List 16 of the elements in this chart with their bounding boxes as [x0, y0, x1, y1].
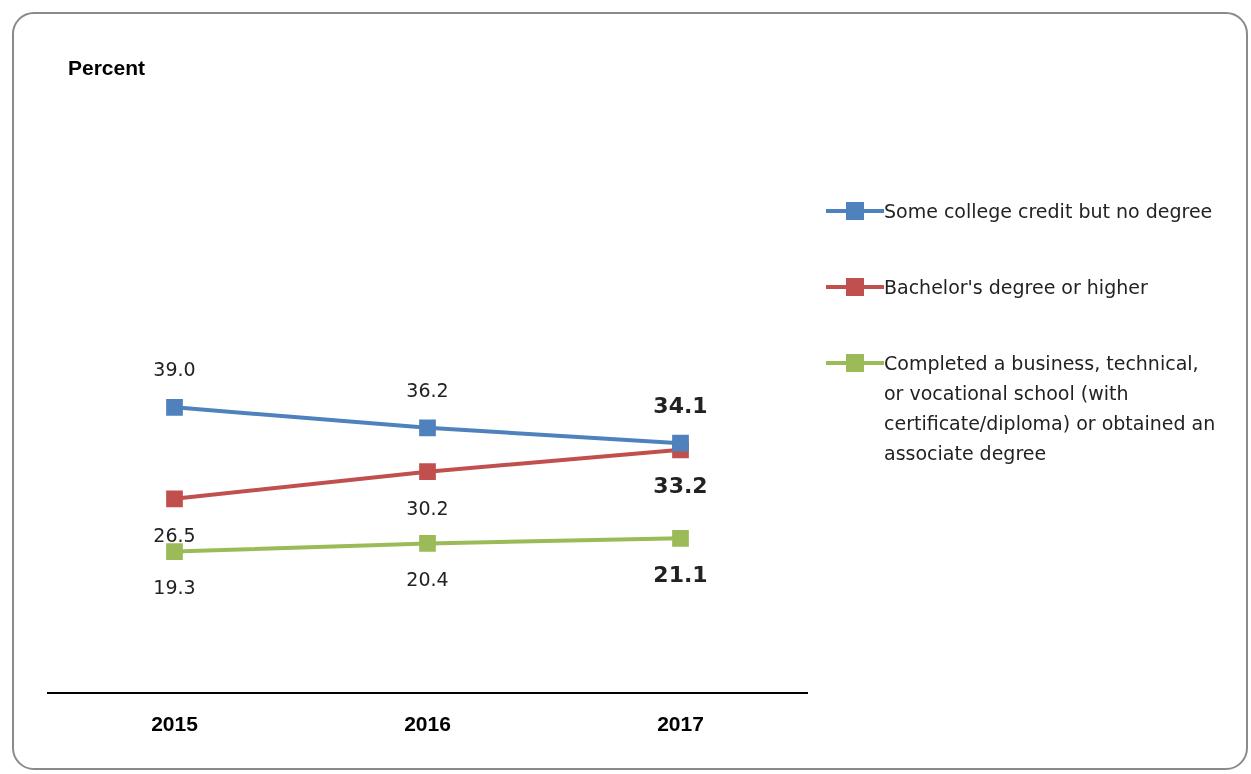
x-tick-label: 2017 [657, 712, 704, 736]
data-label: 36.2 [406, 378, 449, 401]
x-tick-label: 2015 [151, 712, 199, 736]
x-tick-label: 2016 [404, 712, 451, 736]
legend-label: Completed a business, technical, or vocational school (with certificate/diploma) or obtained an associate degree [884, 351, 1217, 466]
legend-label: Some college credit but no degree [884, 199, 1213, 224]
data-label: 21.1 [653, 562, 708, 588]
legend-label: Bachelor's degree or higher [884, 275, 1148, 300]
data-label: 30.2 [406, 496, 449, 519]
data-label: 26.5 [153, 523, 196, 546]
data-label: 20.4 [406, 568, 449, 591]
data-label: 39.0 [153, 358, 196, 381]
text: Percent [68, 56, 146, 80]
data-label: 34.1 [653, 392, 708, 418]
data-label: 33.2 [653, 473, 708, 499]
data-label: 19.3 [153, 576, 196, 599]
